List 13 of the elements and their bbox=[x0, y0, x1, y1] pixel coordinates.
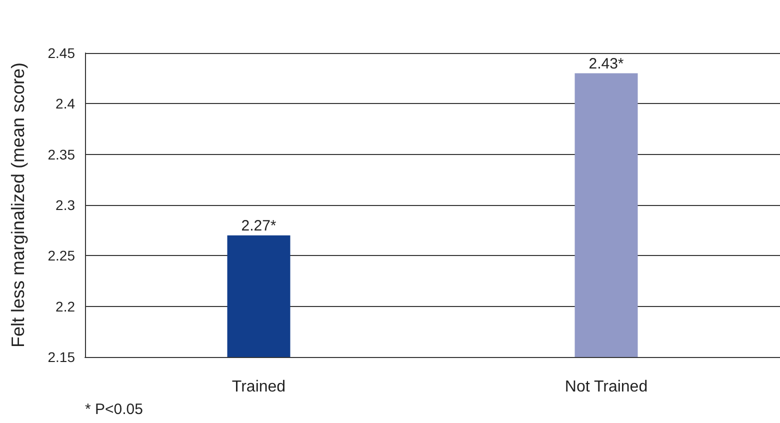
text: * P<0.05 bbox=[85, 401, 143, 418]
y-tick-label: 2.3 bbox=[56, 197, 76, 213]
y-tick-label: 2.45 bbox=[48, 45, 76, 61]
x-tick-label: Not Trained bbox=[564, 378, 648, 396]
data-label: 2.43* bbox=[588, 55, 624, 72]
data-label: 2.27* bbox=[241, 217, 276, 234]
x-tick-label: Trained bbox=[232, 378, 286, 396]
y-tick-label: 2.35 bbox=[48, 146, 76, 162]
y-axis-title: Felt less marginalized (mean score) bbox=[8, 62, 28, 348]
y-tick-label: 2.15 bbox=[48, 349, 76, 365]
y-tick-label: 2.25 bbox=[48, 248, 76, 264]
y-tick-label: 2.2 bbox=[56, 298, 76, 314]
y-tick-label: 2.4 bbox=[56, 96, 76, 112]
